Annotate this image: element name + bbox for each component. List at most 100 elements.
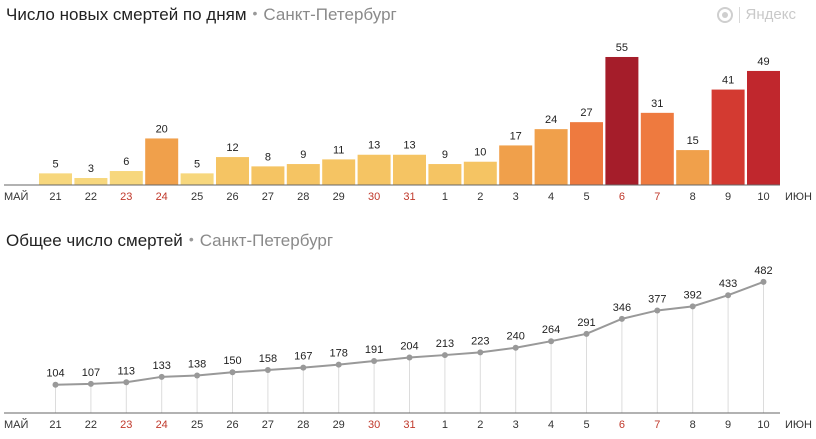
bar-chart-month-start: МАЙ	[4, 190, 28, 203]
point-value-label: 107	[82, 367, 100, 379]
bar-value-label: 10	[474, 147, 486, 159]
brand-divider	[738, 6, 740, 23]
bar-chart-tick-label: 2	[477, 191, 483, 203]
line-point	[583, 330, 590, 337]
bar-chart-tick-label: 31	[403, 191, 415, 203]
point-value-label: 133	[153, 360, 171, 372]
bar-chart-tick-label: 28	[297, 191, 309, 203]
line-chart-tick-label: 9	[725, 419, 731, 431]
point-value-label: 167	[294, 351, 312, 363]
bar-chart-tick-label: 30	[368, 191, 380, 203]
bar-chart-tick-label: 10	[757, 191, 769, 203]
bar	[216, 157, 249, 185]
point-value-label: 204	[400, 341, 418, 353]
bar-chart-title: Число новых смертей по дням	[6, 5, 247, 24]
line-point	[52, 381, 59, 388]
bar	[251, 166, 285, 185]
bar-value-label: 49	[757, 56, 769, 68]
bar-chart-tick-label: 8	[690, 191, 696, 203]
point-value-label: 158	[259, 353, 277, 365]
bar-value-label: 5	[52, 158, 58, 170]
bar	[393, 154, 426, 185]
bar	[428, 164, 462, 185]
bar-chart-tick-label: 29	[333, 191, 345, 203]
point-value-label: 191	[365, 344, 383, 356]
point-value-label: 150	[223, 355, 241, 367]
point-value-label: 178	[330, 348, 348, 360]
line-chart-tick-label: 30	[368, 419, 380, 431]
line-chart-month-start: МАЙ	[4, 418, 28, 431]
line-chart-tick-label: 24	[156, 419, 168, 431]
line-chart-tick-label: 10	[757, 419, 769, 431]
bar-chart-tick-label: 7	[654, 191, 660, 203]
point-value-label: 264	[542, 324, 560, 336]
line-point	[158, 373, 165, 380]
point-value-label: 240	[507, 331, 525, 343]
line-chart-title-row: Общее число смертей • Санкт-Петербург	[6, 231, 333, 251]
bar-value-label: 9	[300, 149, 306, 161]
line-chart-tick-label: 22	[85, 419, 97, 431]
bar-chart-tick-label: 9	[725, 191, 731, 203]
point-value-label: 104	[46, 368, 64, 380]
bar-chart-month-end: ИЮН	[785, 191, 812, 203]
line-point	[371, 358, 378, 365]
line-chart-tick-label: 6	[619, 419, 625, 431]
line-chart-tick-label: 7	[654, 419, 660, 431]
line-point	[300, 364, 307, 371]
bar	[747, 70, 780, 185]
bar-value-label: 17	[510, 130, 522, 142]
brand-name: Яндекс	[745, 6, 796, 23]
line-point	[335, 361, 342, 368]
line-point	[654, 307, 661, 314]
line-point	[512, 344, 519, 351]
bar-value-label: 5	[194, 158, 200, 170]
line-point	[229, 369, 236, 376]
bar	[463, 161, 497, 185]
bar-value-label: 55	[616, 42, 628, 54]
line-point	[760, 278, 767, 285]
point-value-label: 213	[436, 338, 454, 350]
bar	[640, 112, 674, 185]
point-value-label: 377	[648, 293, 666, 305]
point-value-label: 113	[118, 365, 136, 377]
bar-chart-tick-label: 3	[513, 191, 519, 203]
bar-value-label: 13	[403, 140, 415, 152]
line-point	[264, 367, 271, 374]
line-chart-tick-label: 25	[191, 419, 203, 431]
bar-value-label: 24	[545, 114, 557, 126]
line-chart-tick-label: 27	[262, 419, 274, 431]
bar	[39, 173, 72, 185]
title-separator-dot: •	[252, 5, 258, 21]
point-value-label: 392	[684, 289, 702, 301]
bar-chart-tick-label: 24	[156, 191, 168, 203]
line-point	[548, 338, 555, 345]
line-chart-tick-label: 29	[333, 419, 345, 431]
line-chart-subtitle: Санкт-Петербург	[199, 231, 334, 250]
bar-value-label: 12	[226, 142, 238, 154]
bar-chart-tick-label: 1	[442, 191, 448, 203]
line-chart-tick-label: 8	[690, 419, 696, 431]
bar	[74, 178, 108, 185]
line-chart-tick-label: 31	[403, 419, 415, 431]
bar-chart-tick-label: 25	[191, 191, 203, 203]
line-chart-tick-label: 21	[49, 419, 61, 431]
bar	[109, 171, 143, 185]
bar-value-label: 27	[580, 107, 592, 119]
bar-value-label: 3	[88, 163, 94, 175]
bar-chart-tick-label: 22	[85, 191, 97, 203]
line-chart-tick-label: 5	[583, 419, 589, 431]
line-chart-tick-label: 1	[442, 419, 448, 431]
bar-chart-tick-label: 6	[619, 191, 625, 203]
point-value-label: 346	[613, 302, 631, 314]
bar-value-label: 41	[722, 75, 734, 87]
bar-value-label: 9	[442, 149, 448, 161]
title-separator-dot: •	[188, 231, 194, 247]
line-chart-tick-label: 4	[548, 419, 554, 431]
bar-chart-tick-label: 4	[548, 191, 554, 203]
bar-chart-tick-label: 27	[262, 191, 274, 203]
bar-value-label: 13	[368, 140, 380, 152]
yandex-brand[interactable]: Яндекс	[716, 6, 796, 23]
line-point	[725, 292, 732, 299]
line-point	[194, 372, 201, 379]
